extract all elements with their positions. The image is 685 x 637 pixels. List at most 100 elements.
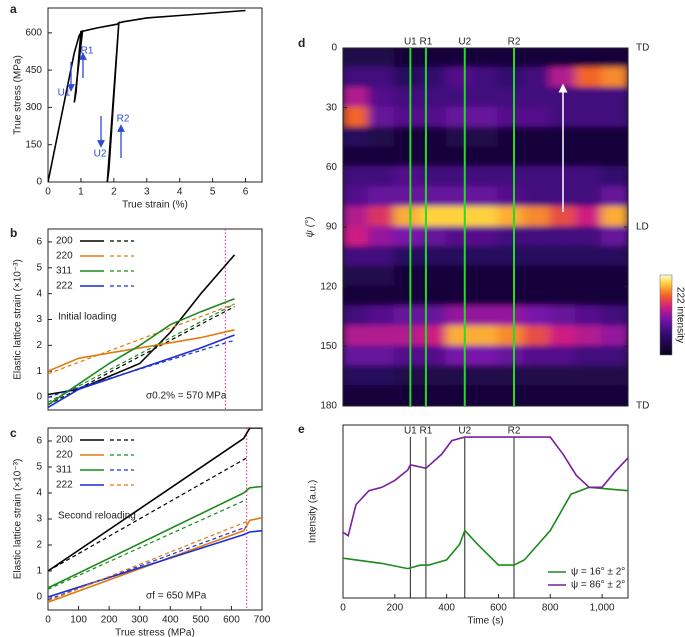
fit-line — [48, 521, 247, 602]
annotation: U2 — [94, 149, 107, 160]
heat-cell — [393, 305, 422, 328]
heat-cell — [497, 146, 526, 169]
heat-cell — [523, 106, 552, 129]
heat-cell — [575, 226, 604, 248]
event-label: U1 — [404, 426, 417, 437]
y-tick-label: 1 — [36, 366, 42, 377]
heat-cell — [523, 285, 552, 308]
heat-cell — [497, 66, 526, 89]
heatmap-cells — [343, 48, 628, 406]
heat-cell — [497, 285, 526, 308]
heat-cell — [471, 146, 500, 169]
heat-cell — [445, 325, 474, 348]
heat-cell — [601, 48, 628, 69]
heat-cell — [601, 186, 628, 209]
heat-cell — [601, 265, 628, 288]
heat-cell — [393, 285, 422, 308]
plot-area — [48, 229, 236, 410]
y-tick-label: 4 — [36, 288, 42, 299]
y-tick-label: 3 — [36, 314, 42, 325]
heat-cell — [367, 146, 396, 169]
heat-cell — [497, 106, 526, 129]
heat-cell — [601, 166, 628, 189]
heat-cell — [343, 265, 370, 288]
heat-cell — [393, 126, 422, 149]
heat-cell — [549, 365, 578, 388]
heat-cell — [419, 66, 448, 89]
event-label: R1 — [420, 37, 433, 48]
line-series — [48, 428, 262, 572]
heat-cell — [445, 245, 474, 268]
heat-cell — [523, 86, 552, 109]
x-tick-label: 0 — [45, 187, 51, 198]
heat-cell — [419, 86, 448, 109]
heat-cell — [601, 66, 628, 89]
heat-cell — [575, 285, 604, 308]
heat-cell — [549, 325, 578, 348]
heat-cell — [497, 206, 526, 228]
heat-cell — [497, 365, 526, 388]
heat-cell — [419, 206, 448, 228]
panel-letter: e — [298, 422, 305, 436]
heat-cell — [575, 126, 604, 149]
y-tick-label: 5 — [36, 262, 42, 273]
heat-cell — [497, 86, 526, 109]
heat-cell — [549, 245, 578, 268]
heat-cell — [575, 66, 604, 89]
heat-cell — [575, 206, 604, 228]
heat-cell — [419, 226, 448, 248]
heat-cell — [419, 265, 448, 288]
annotation: R2 — [117, 114, 130, 125]
y-tick-label: 1 — [36, 566, 42, 577]
line-series — [48, 9, 246, 182]
heat-cell — [523, 66, 552, 89]
side-label: LD — [636, 222, 649, 233]
fit-line — [48, 498, 247, 590]
heat-cell — [393, 66, 422, 89]
x-tick-label: 200 — [386, 603, 403, 614]
heat-cell — [367, 365, 396, 388]
heat-cell — [393, 345, 422, 368]
heat-cell — [601, 385, 628, 406]
heat-cell — [601, 285, 628, 308]
heat-cell — [343, 106, 370, 129]
heat-cell — [575, 146, 604, 169]
heat-cell — [601, 365, 628, 388]
heat-cell — [523, 166, 552, 189]
heat-cell — [343, 126, 370, 149]
heat-cell — [471, 166, 500, 189]
heat-cell — [419, 365, 448, 388]
plot-area — [48, 9, 246, 182]
heat-cell — [367, 325, 396, 348]
colorbar-label: 222 intensity — [674, 287, 685, 343]
heat-cell — [445, 345, 474, 368]
heat-cell — [343, 385, 370, 406]
heat-cell — [445, 86, 474, 109]
y-tick-label: 2 — [36, 540, 42, 551]
heat-cell — [497, 166, 526, 189]
heat-cell — [575, 186, 604, 209]
heat-cell — [367, 86, 396, 109]
x-tick-label: 300 — [131, 615, 148, 626]
fit-line — [48, 526, 247, 601]
heat-cell — [471, 126, 500, 149]
x-tick-label: 600 — [490, 603, 507, 614]
y-axis-label: Elastic lattice strain (×10⁻³) — [13, 259, 24, 380]
x-tick-label: 4 — [177, 187, 183, 198]
note: σf = 650 MPa — [146, 591, 207, 602]
legend-label: ψ = 86° ± 2° — [571, 580, 625, 591]
heat-cell — [343, 305, 370, 328]
x-axis-label: Time (s) — [467, 616, 503, 627]
heat-cell — [471, 48, 500, 69]
heat-cell — [393, 106, 422, 129]
heat-cell — [523, 365, 552, 388]
heat-cell — [471, 66, 500, 89]
y-tick-label: 2 — [36, 340, 42, 351]
legend-label: 220 — [56, 251, 73, 262]
heat-cell — [367, 305, 396, 328]
line-series — [48, 334, 235, 409]
heat-cell — [419, 285, 448, 308]
heat-cell — [445, 166, 474, 189]
event-label: U1 — [404, 37, 417, 48]
